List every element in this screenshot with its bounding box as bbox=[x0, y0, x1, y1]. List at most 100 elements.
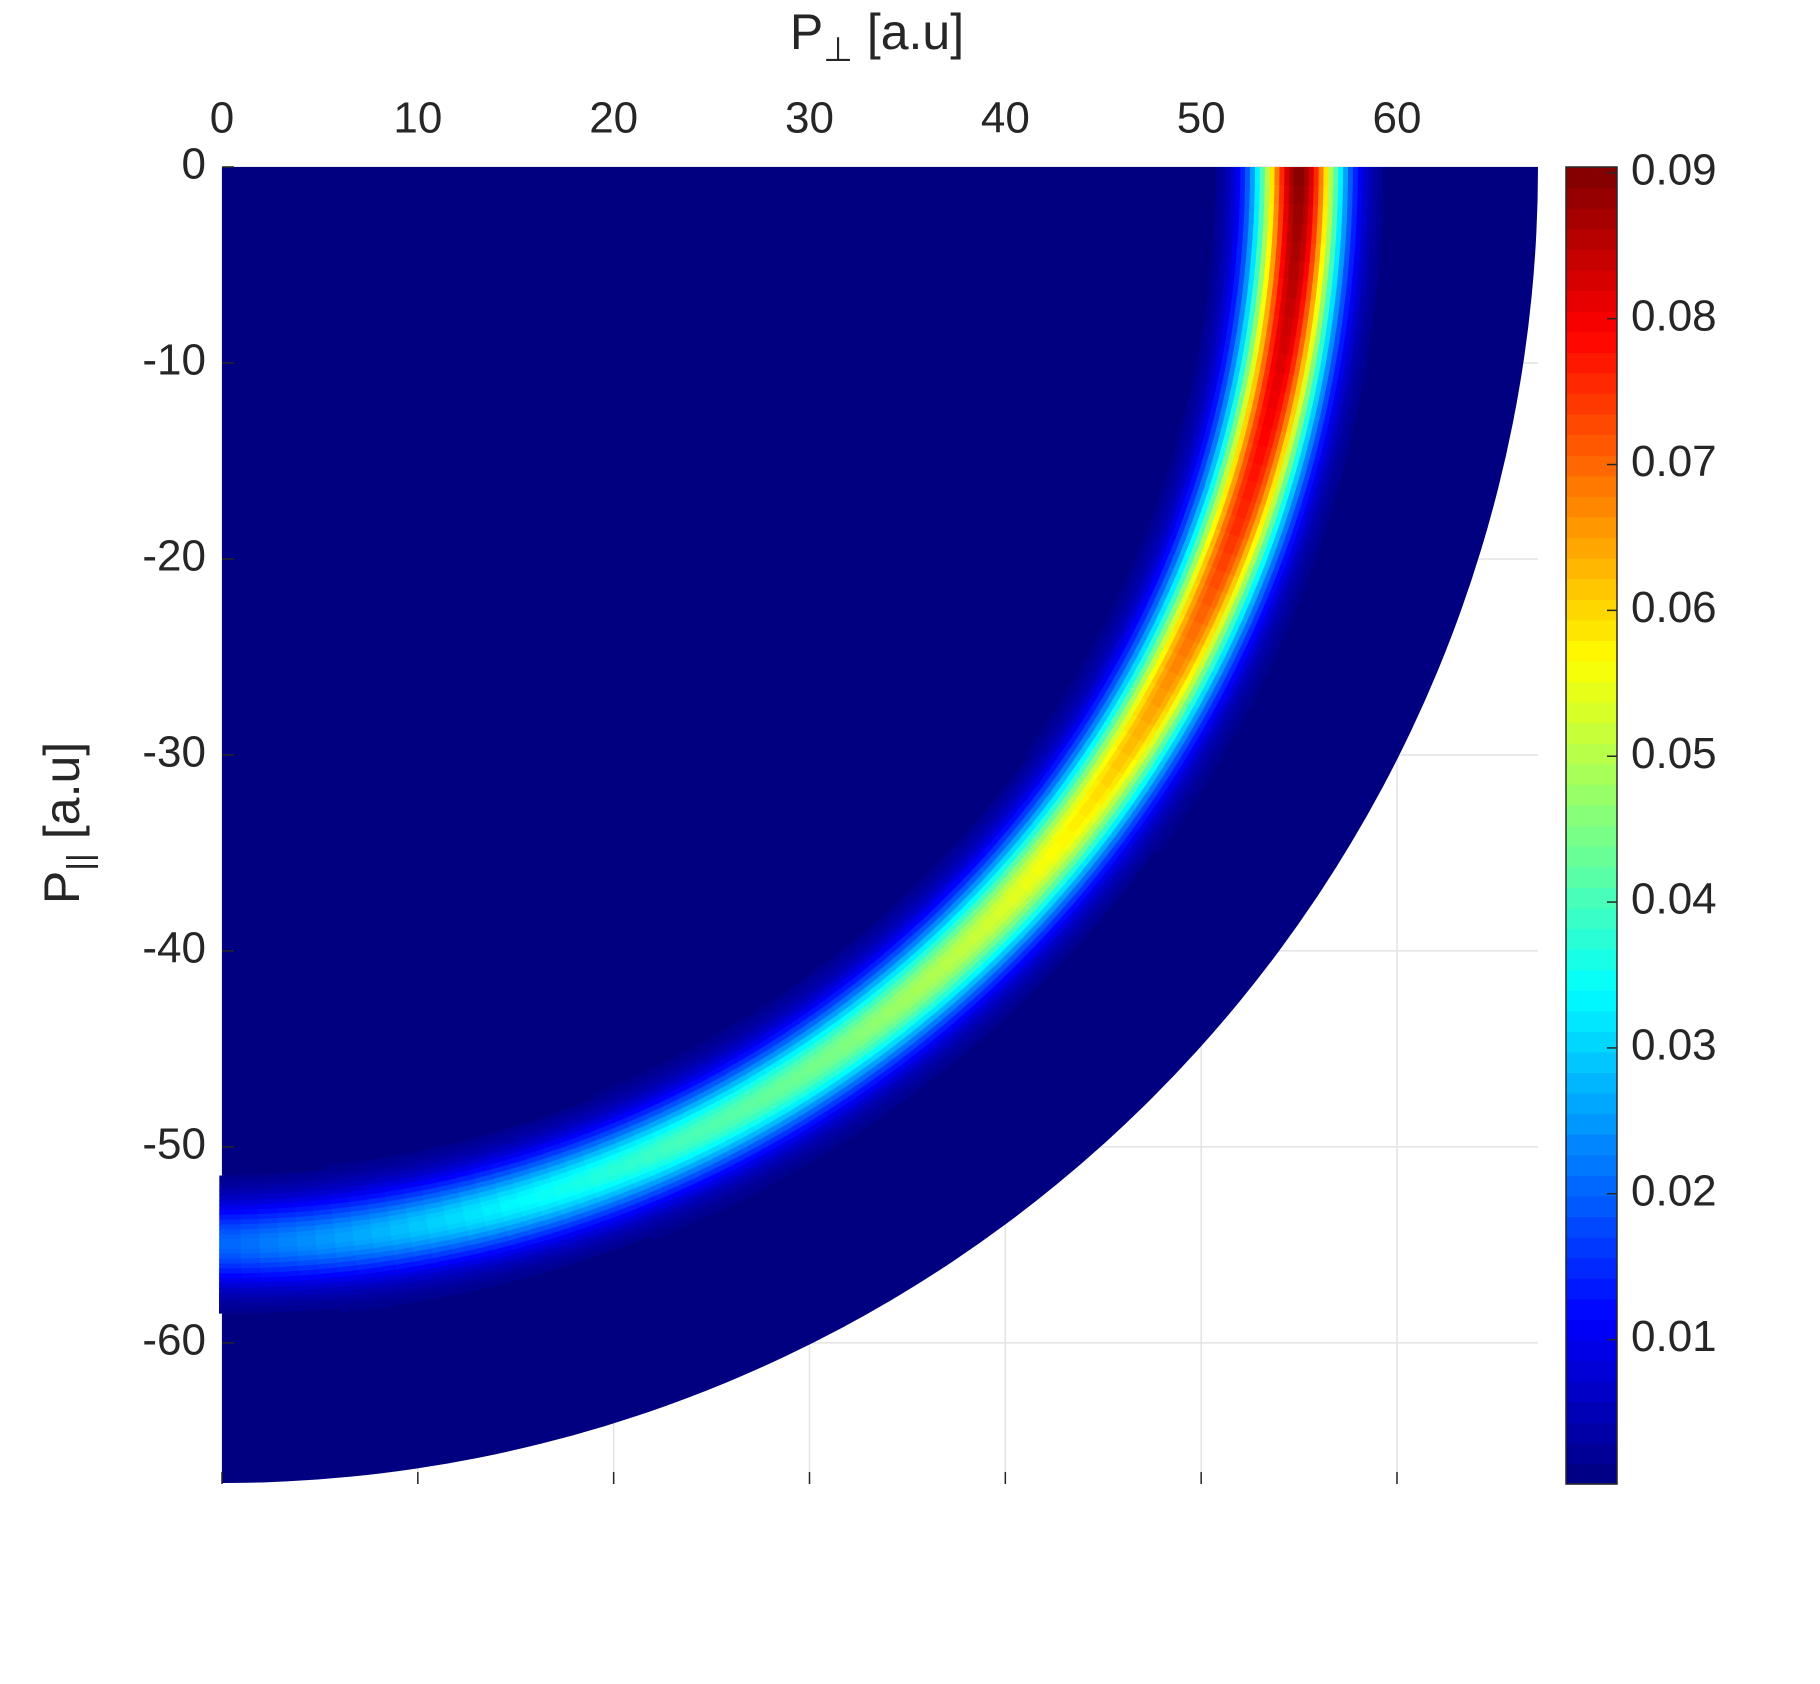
heat-cell bbox=[1119, 735, 1137, 757]
heat-cell bbox=[673, 1178, 697, 1194]
heat-cell bbox=[854, 1062, 876, 1080]
heat-cell bbox=[1294, 396, 1306, 419]
heat-cell bbox=[528, 1172, 551, 1185]
heat-cell bbox=[1323, 167, 1330, 190]
heat-cell bbox=[258, 1286, 281, 1294]
heat-cell bbox=[736, 1130, 759, 1147]
heat-cell bbox=[959, 1035, 981, 1055]
heat-cell bbox=[695, 1179, 719, 1195]
heat-cell bbox=[1089, 653, 1105, 675]
heat-cell bbox=[660, 1104, 682, 1119]
heat-cell bbox=[579, 1097, 601, 1111]
heat-cell bbox=[631, 1180, 655, 1195]
heat-cell bbox=[868, 1081, 891, 1100]
heat-cell bbox=[1016, 949, 1037, 970]
heat-cell bbox=[1209, 697, 1226, 721]
heat-cell bbox=[956, 1031, 978, 1052]
heat-cell bbox=[666, 1117, 689, 1132]
heat-cell bbox=[1162, 550, 1177, 572]
heat-cell bbox=[1076, 821, 1095, 843]
heat-cell bbox=[636, 1142, 659, 1156]
heat-cell bbox=[888, 1011, 910, 1030]
heat-cell bbox=[1359, 347, 1369, 372]
heat-cell bbox=[1235, 346, 1246, 368]
heat-cell bbox=[917, 903, 937, 922]
heat-cell bbox=[1332, 424, 1344, 449]
heat-cell bbox=[697, 1096, 719, 1112]
heat-cell bbox=[486, 1235, 510, 1247]
heat-cell bbox=[1035, 886, 1055, 907]
heat-cell bbox=[492, 1259, 517, 1271]
heat-cell bbox=[1224, 326, 1234, 348]
heat-cell bbox=[1271, 510, 1285, 534]
heat-cell bbox=[546, 1233, 571, 1246]
heat-cell bbox=[1198, 564, 1213, 587]
heat-cell bbox=[783, 993, 804, 1010]
heat-cell bbox=[915, 983, 936, 1003]
heat-cell bbox=[490, 1249, 514, 1262]
heat-cell bbox=[1111, 645, 1127, 666]
heat-cell bbox=[954, 838, 973, 858]
heat-cell bbox=[1057, 830, 1076, 851]
heat-cell bbox=[1202, 487, 1215, 510]
heat-cell bbox=[1302, 358, 1313, 382]
heat-cell bbox=[1001, 908, 1022, 929]
heat-cell bbox=[1118, 780, 1137, 802]
heat-cell bbox=[1180, 660, 1196, 683]
heat-cell bbox=[888, 1042, 910, 1062]
heat-cell bbox=[1117, 756, 1135, 778]
heat-cell bbox=[1143, 581, 1158, 603]
heat-cell bbox=[237, 1189, 258, 1196]
heat-cell bbox=[921, 990, 943, 1010]
heat-cell bbox=[219, 1258, 242, 1265]
heat-cell bbox=[1141, 661, 1157, 683]
heat-cell bbox=[1237, 644, 1253, 669]
heat-cell bbox=[1319, 504, 1333, 529]
heat-cell bbox=[1337, 186, 1344, 210]
x-axis-label: P⊥ [a.u] bbox=[790, 4, 964, 69]
heat-cell bbox=[1110, 604, 1125, 626]
heat-cell bbox=[549, 1242, 574, 1256]
heat-cell bbox=[1303, 458, 1316, 482]
heat-cell bbox=[1198, 357, 1209, 379]
heat-cell bbox=[622, 1158, 646, 1173]
heat-cell bbox=[988, 922, 1009, 942]
heat-cell bbox=[1098, 618, 1113, 639]
heat-cell bbox=[1101, 745, 1118, 767]
heat-cell bbox=[517, 1201, 541, 1214]
heat-cell bbox=[363, 1187, 385, 1197]
heat-cell bbox=[1275, 315, 1285, 338]
heat-cell bbox=[570, 1240, 594, 1254]
heat-cell bbox=[906, 1034, 929, 1054]
heat-cell bbox=[543, 1157, 566, 1170]
heat-cell bbox=[502, 1150, 525, 1162]
heat-cell bbox=[1260, 369, 1271, 392]
heat-cell bbox=[1251, 386, 1263, 409]
heat-cell bbox=[1340, 344, 1350, 369]
heat-cell bbox=[1075, 773, 1094, 795]
heat-cell bbox=[1242, 561, 1256, 585]
heat-cell bbox=[777, 1163, 801, 1180]
heat-cell bbox=[710, 1165, 734, 1182]
colorbar-swatch bbox=[1566, 743, 1617, 765]
heat-cell bbox=[1149, 686, 1165, 709]
heat-cell bbox=[933, 867, 952, 887]
heat-cell bbox=[562, 1217, 586, 1231]
heat-cell bbox=[1194, 466, 1207, 488]
heat-cell bbox=[751, 1043, 773, 1059]
heat-cell bbox=[957, 945, 978, 965]
heat-cell bbox=[1283, 535, 1297, 559]
x-label-subscript: ⊥ bbox=[823, 31, 853, 69]
heat-cell bbox=[1342, 426, 1354, 451]
heat-cell bbox=[381, 1189, 404, 1199]
heat-cell bbox=[801, 1126, 825, 1143]
heat-cell bbox=[1078, 709, 1095, 730]
heat-cell bbox=[722, 1065, 744, 1082]
heat-cell bbox=[1166, 813, 1185, 836]
heat-cell bbox=[1234, 579, 1249, 603]
heat-cell bbox=[1064, 912, 1084, 934]
heat-cell bbox=[890, 954, 911, 973]
colorbar-swatch bbox=[1566, 537, 1617, 559]
heat-cell bbox=[797, 1013, 818, 1030]
heat-cell bbox=[609, 1079, 631, 1093]
